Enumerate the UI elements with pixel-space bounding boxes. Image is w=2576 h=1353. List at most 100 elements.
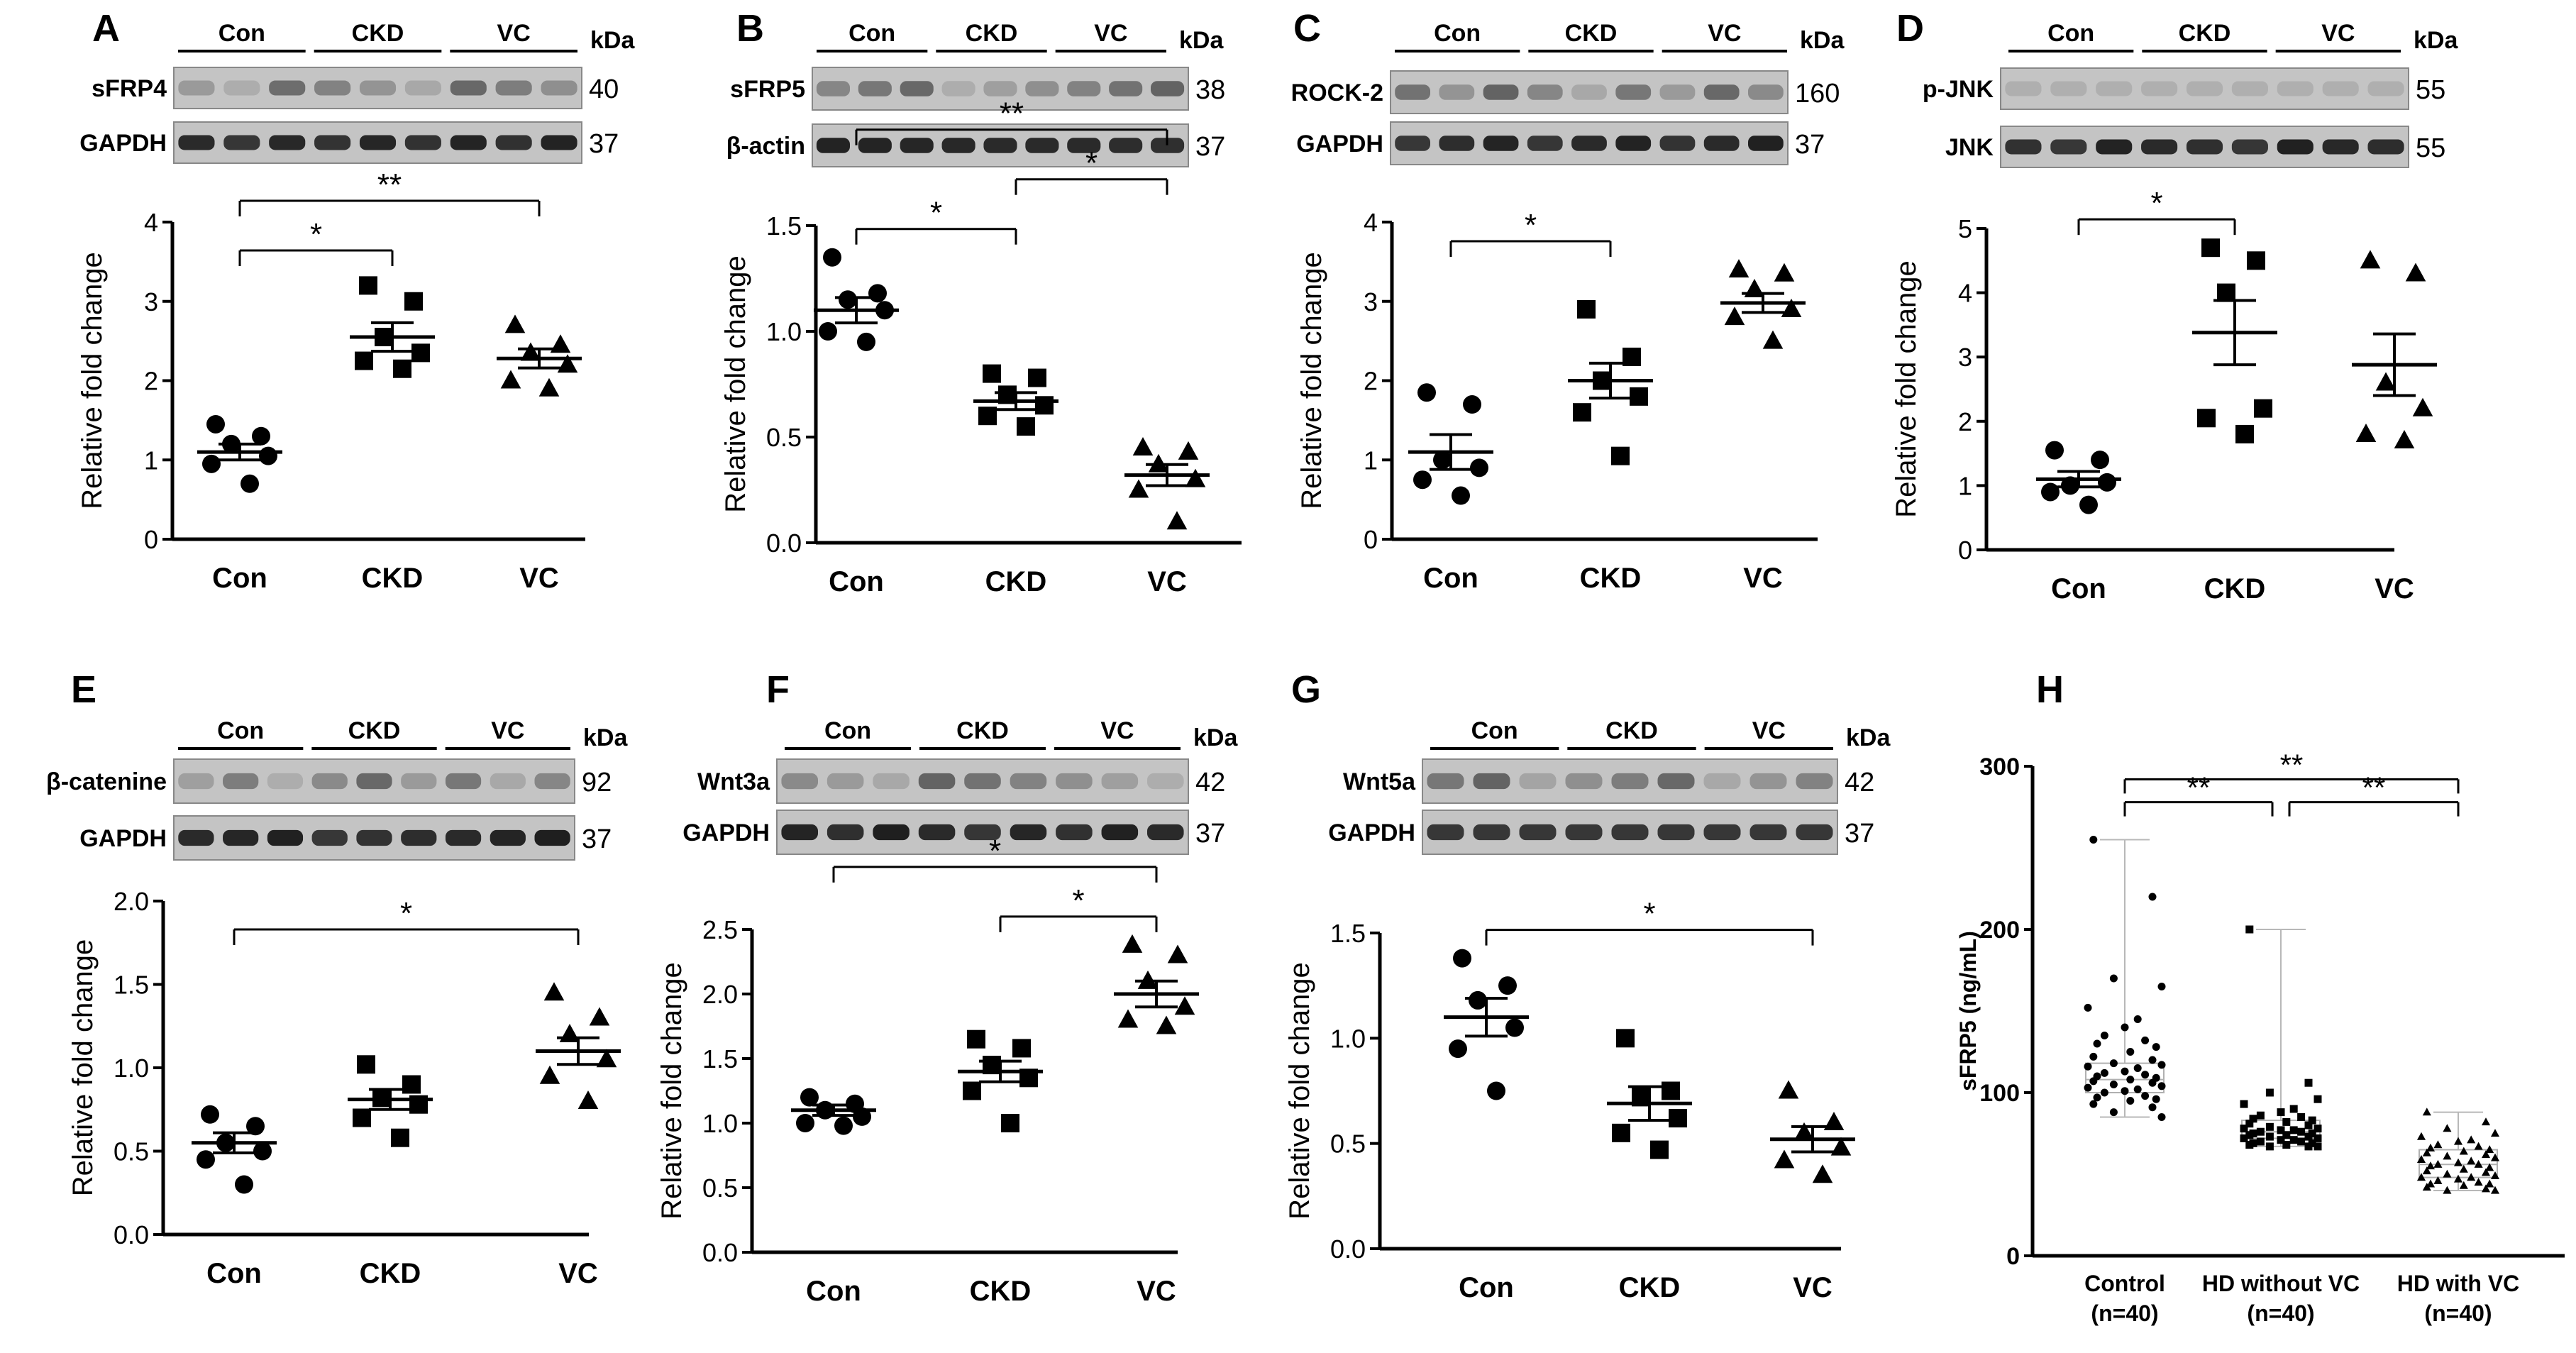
data-point [539, 1065, 560, 1084]
y-tick-label: 0.0 [702, 1238, 738, 1267]
data-point [2240, 1100, 2248, 1108]
data-point [1669, 1109, 1687, 1128]
blot-band [1703, 84, 1740, 100]
x-tick-label: VC [519, 563, 559, 594]
y-tick-label: 1 [144, 446, 158, 475]
data-point [2282, 1117, 2291, 1126]
data-point [557, 354, 578, 373]
data-point [2133, 1064, 2142, 1072]
panel-e: E Con CKD VC kDa β-catenine 92 GAPDH 37 0.0 0.5 1.0… [46, 668, 628, 1289]
significance-label: * [1643, 897, 1655, 932]
blot-band [1615, 84, 1652, 100]
data-point [2282, 1141, 2291, 1149]
blot-group-label: VC [1708, 20, 1741, 47]
data-point [2467, 1156, 2476, 1165]
blot-band [267, 773, 304, 790]
data-point [2247, 251, 2265, 270]
data-point [235, 1175, 253, 1194]
data-point [2485, 1145, 2494, 1154]
blot-band [964, 773, 1001, 790]
blot-band [223, 773, 259, 790]
blot-band [2231, 81, 2268, 96]
data-point [978, 407, 997, 426]
blot-protein-label: sFRP5 [730, 76, 805, 103]
data-point [2304, 1142, 2313, 1151]
blot-group-label: CKD [352, 20, 404, 47]
y-axis-label: Relative fold change [1296, 252, 1327, 509]
blot-strip [776, 758, 1189, 804]
data-point [2100, 1088, 2108, 1097]
x-tick-label: CKD [985, 566, 1047, 597]
data-point [259, 446, 277, 465]
data-point [2485, 1163, 2494, 1171]
data-point [1433, 451, 1452, 470]
data-point [2245, 1120, 2254, 1128]
data-point [1573, 403, 1591, 422]
blot-band [900, 138, 934, 153]
data-point [2084, 1083, 2092, 1092]
data-point [839, 290, 857, 309]
panel-letter: D [1896, 7, 1924, 50]
significance-label: * [400, 896, 412, 931]
data-point [2256, 1127, 2265, 1136]
y-axis-label: Relative fold change [656, 962, 687, 1219]
data-point [2100, 1032, 2108, 1039]
blot-band [1010, 824, 1047, 841]
blot-band [2322, 81, 2359, 96]
blot-kda-value: 37 [1845, 819, 1874, 849]
y-tick-label: 0 [2006, 1243, 2020, 1270]
blot-kda-value: 40 [589, 74, 619, 104]
data-point [1728, 259, 1749, 278]
data-point [2355, 423, 2377, 442]
data-point [2157, 983, 2166, 990]
data-point [823, 248, 841, 267]
y-tick-label: 2 [1364, 367, 1378, 396]
kda-label: kDa [1179, 27, 1224, 54]
data-point [2416, 1154, 2426, 1163]
data-point [1174, 996, 1195, 1015]
data-point [2308, 1116, 2316, 1125]
y-tick-label: 2.5 [702, 915, 738, 944]
data-point [2121, 1067, 2129, 1076]
blot-band [404, 135, 441, 150]
blot-band [983, 81, 1017, 96]
y-tick-label: 3 [1364, 287, 1378, 316]
blot-band [495, 135, 532, 150]
data-point [2265, 1122, 2274, 1131]
blot-band [2186, 139, 2223, 155]
data-point [2422, 1183, 2431, 1191]
blot-band [223, 80, 260, 96]
blot-band [1056, 773, 1093, 790]
data-point [2089, 1052, 2098, 1061]
blot-protein-label: GAPDH [1328, 819, 1415, 846]
blot-band [178, 135, 215, 150]
blot-band [541, 80, 577, 96]
data-point [2109, 974, 2118, 983]
data-point [2474, 1142, 2483, 1150]
x-tick-label: HD with VC [2397, 1271, 2519, 1296]
y-tick-label: 0.5 [702, 1173, 738, 1203]
data-point [2443, 1152, 2452, 1160]
data-point [2474, 1159, 2483, 1168]
data-point [2152, 1043, 2160, 1051]
blot-band [1571, 84, 1607, 100]
blot-band [2141, 139, 2178, 155]
data-point [857, 332, 875, 351]
y-tick-label: 1.0 [114, 1054, 149, 1083]
data-point [2426, 1161, 2436, 1170]
blot-band [827, 824, 864, 841]
significance-label: ** [2187, 771, 2211, 805]
kda-label: kDa [1193, 724, 1238, 751]
blot-band [2050, 81, 2087, 96]
blot-group-label: Con [219, 20, 265, 47]
data-point [2490, 1171, 2500, 1179]
blot-band [1527, 84, 1563, 100]
blot-band [2277, 139, 2314, 155]
x-tick-label: CKD [362, 563, 424, 594]
data-point [2235, 424, 2254, 443]
blot-strip [812, 67, 1189, 111]
data-point [967, 1029, 985, 1049]
data-point [2481, 1168, 2491, 1176]
blot-kda-value: 38 [1195, 75, 1225, 105]
data-point [1611, 446, 1630, 465]
